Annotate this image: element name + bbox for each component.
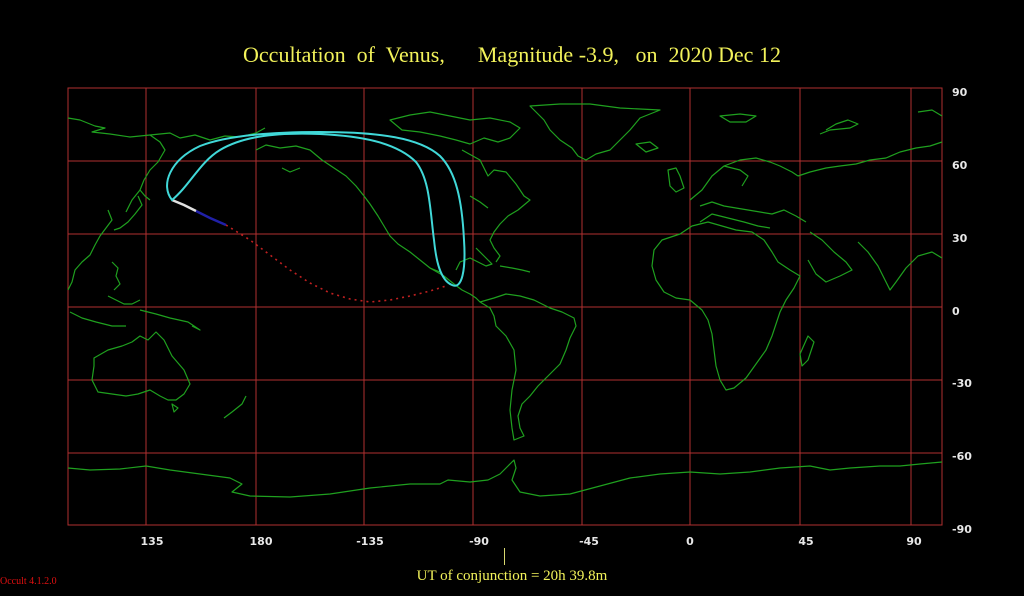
y-axis-label-30: 30 bbox=[952, 232, 968, 245]
x-axis-label-45: 45 bbox=[798, 535, 814, 548]
map-grid bbox=[67, 87, 943, 526]
title-magnitude: Magnitude -3.9, bbox=[477, 42, 620, 67]
version-label: Occult 4.1.2.0 bbox=[0, 576, 57, 587]
x-axis-label-minus90: -90 bbox=[469, 535, 489, 548]
x-axis-label-minus135: -135 bbox=[356, 535, 384, 548]
conjunction-label: UT of conjunction = 20h 39.8m bbox=[416, 568, 608, 584]
x-axis-label-135: 135 bbox=[140, 535, 164, 548]
title-date: on 2020 Dec 12 bbox=[635, 42, 781, 67]
conjunction-marker bbox=[504, 548, 505, 565]
chart-title: Occultation of Venus, Magnitude -3.9, on… bbox=[0, 42, 1024, 68]
y-axis-label-60: 60 bbox=[952, 159, 968, 172]
y-axis-label-90: 90 bbox=[952, 86, 968, 99]
y-axis-label-minus90: -90 bbox=[952, 523, 972, 536]
title-object: Occultation of Venus, bbox=[243, 42, 445, 67]
x-axis-label-180: 180 bbox=[249, 535, 273, 548]
occultation-track-dotted bbox=[225, 224, 447, 303]
y-axis-label-minus30: -30 bbox=[952, 377, 972, 390]
y-axis-label-0: 0 bbox=[952, 305, 960, 318]
y-axis-label-minus60: -60 bbox=[952, 450, 972, 463]
occultation-track-blue bbox=[195, 209, 227, 227]
x-axis-label-minus45: -45 bbox=[579, 535, 599, 548]
coastlines bbox=[67, 103, 943, 498]
x-axis-label-0: 0 bbox=[686, 535, 694, 548]
occultation-path-loop bbox=[166, 130, 466, 287]
x-axis-label-90: 90 bbox=[906, 535, 922, 548]
occultation-track-white bbox=[171, 198, 197, 213]
